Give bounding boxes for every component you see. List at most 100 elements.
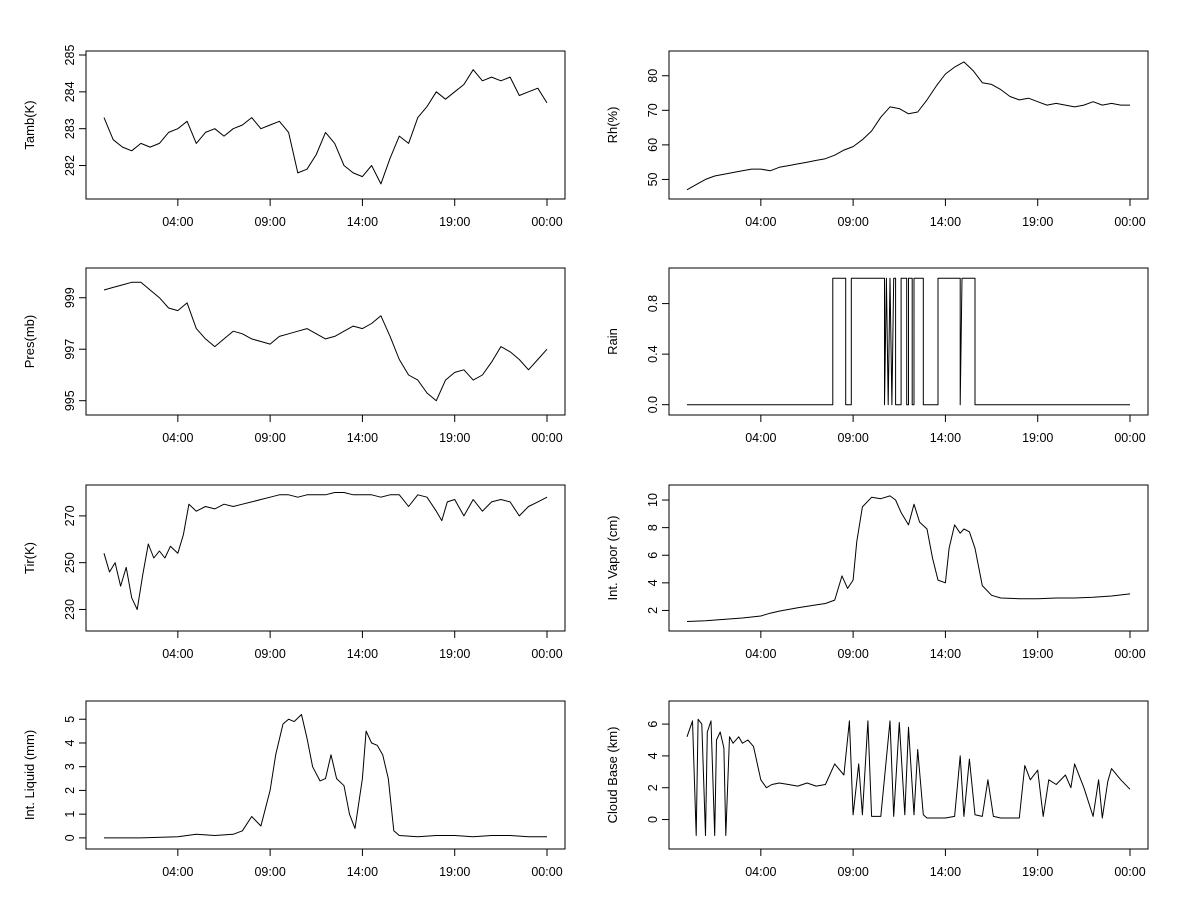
y-axis-title: Rh(%) <box>605 107 620 144</box>
x-tick-label: 14:00 <box>347 215 378 229</box>
x-tick-label: 19:00 <box>1022 647 1053 661</box>
x-tick-label: 14:00 <box>930 431 961 445</box>
y-tick-label: 2 <box>63 787 77 794</box>
x-tick-label: 14:00 <box>930 865 961 879</box>
x-tick-label: 04:00 <box>745 431 776 445</box>
y-tick-label: 0.0 <box>646 396 660 413</box>
x-tick-label: 19:00 <box>1022 865 1053 879</box>
x-tick-label: 00:00 <box>1114 647 1145 661</box>
plot-frame <box>668 484 1149 632</box>
y-tick-label: 282 <box>63 155 77 176</box>
y-tick-label: 270 <box>63 505 77 526</box>
x-tick-label: 04:00 <box>745 865 776 879</box>
y-axis-title: Tamb(K) <box>22 100 37 149</box>
x-tick-label: 09:00 <box>837 865 868 879</box>
x-tick-label: 19:00 <box>439 647 470 661</box>
series-line-tir <box>103 492 548 610</box>
y-tick-label: 3 <box>63 763 77 770</box>
y-tick-label: 4 <box>63 739 77 746</box>
y-axis-title: Int. Liquid (mm) <box>22 730 37 820</box>
y-tick-label: 60 <box>646 138 660 152</box>
y-axis-title: Cloud Base (km) <box>605 727 620 824</box>
plot-frame <box>85 484 566 632</box>
x-tick-label: 00:00 <box>1114 431 1145 445</box>
y-tick-label: 4 <box>646 579 660 586</box>
plot-frame <box>85 267 566 416</box>
x-tick-label: 09:00 <box>254 647 285 661</box>
y-tick-label: 285 <box>63 45 77 66</box>
y-tick-label: 999 <box>63 287 77 308</box>
x-tick-label: 19:00 <box>439 215 470 229</box>
x-tick-label: 14:00 <box>930 215 961 229</box>
y-tick-label: 2 <box>646 607 660 614</box>
x-tick-label: 00:00 <box>531 215 562 229</box>
series-line-tamb <box>103 69 548 185</box>
panel-rh: 04:00 09:00 14:00 19:00 00:00 50 60 70 80 Rh(%) <box>605 50 1149 229</box>
y-tick-label: 70 <box>646 103 660 117</box>
series-line-rh <box>686 61 1130 191</box>
plot-frame <box>668 700 1149 850</box>
y-tick-label: 0 <box>646 816 660 823</box>
x-tick-label: 00:00 <box>531 647 562 661</box>
y-tick-label: 80 <box>646 69 660 83</box>
x-tick-label: 00:00 <box>1114 215 1145 229</box>
y-tick-label: 0.4 <box>646 345 660 362</box>
panel-cloudbase: 04:00 09:00 14:00 19:00 00:00 0 2 4 6 Cloud Base … <box>605 700 1149 879</box>
x-tick-label: 04:00 <box>162 431 193 445</box>
y-tick-label: 1 <box>63 811 77 818</box>
y-tick-label: 10 <box>646 493 660 507</box>
x-tick-label: 09:00 <box>254 865 285 879</box>
y-tick-label: 997 <box>63 339 77 360</box>
y-tick-label: 250 <box>63 552 77 573</box>
y-tick-label: 995 <box>63 390 77 411</box>
y-tick-label: 2 <box>646 784 660 791</box>
y-tick-label: 8 <box>646 524 660 531</box>
panel-tamb: 04:00 09:00 14:00 19:00 00:00 282 283 284 285 Tam… <box>22 45 566 229</box>
x-tick-label: 04:00 <box>162 865 193 879</box>
x-tick-label: 14:00 <box>347 647 378 661</box>
y-axis-title: Pres(mb) <box>22 315 37 368</box>
x-tick-label: 04:00 <box>745 647 776 661</box>
y-tick-label: 230 <box>63 599 77 620</box>
x-tick-label: 19:00 <box>439 431 470 445</box>
series-line-intliquid <box>104 714 547 839</box>
x-tick-label: 00:00 <box>531 865 562 879</box>
x-tick-label: 09:00 <box>837 215 868 229</box>
y-tick-label: 0.8 <box>646 295 660 312</box>
x-tick-label: 14:00 <box>347 431 378 445</box>
x-tick-label: 19:00 <box>1022 431 1053 445</box>
x-tick-label: 19:00 <box>1022 215 1053 229</box>
y-axis-title: Int. Vapor (cm) <box>605 515 620 600</box>
x-tick-label: 04:00 <box>162 215 193 229</box>
x-tick-label: 19:00 <box>439 865 470 879</box>
x-tick-label: 09:00 <box>837 647 868 661</box>
y-tick-label: 284 <box>63 81 77 102</box>
series-line-cloudbase <box>686 718 1131 836</box>
panel-intvapor: 04:00 09:00 14:00 19:00 00:00 2 4 6 8 10 Int. Vapo… <box>605 484 1149 661</box>
x-tick-label: 14:00 <box>347 865 378 879</box>
panel-intliquid: 04:00 09:00 14:00 19:00 00:00 0 1 2 3 4 5 Int. Liqu… <box>22 700 566 879</box>
panel-rain: 04:00 09:00 14:00 19:00 00:00 0.0 0.4 0.8 Rain <box>605 267 1149 445</box>
series-line-rain <box>687 277 1130 406</box>
x-tick-label: 00:00 <box>531 431 562 445</box>
x-tick-label: 04:00 <box>745 215 776 229</box>
x-tick-label: 09:00 <box>254 431 285 445</box>
plot-frame <box>668 50 1149 200</box>
y-tick-label: 6 <box>646 721 660 728</box>
panel-pres: 04:00 09:00 14:00 19:00 00:00 995 997 999 Pres(m… <box>22 267 566 445</box>
y-tick-label: 6 <box>646 552 660 559</box>
y-axis-title: Rain <box>605 328 620 355</box>
y-tick-label: 4 <box>646 752 660 759</box>
x-tick-label: 14:00 <box>930 647 961 661</box>
plot-frame <box>85 700 566 850</box>
series-line-pres <box>103 281 548 402</box>
x-tick-label: 09:00 <box>837 431 868 445</box>
y-tick-label: 5 <box>63 716 77 723</box>
y-tick-label: 50 <box>646 172 660 186</box>
y-tick-label: 283 <box>63 118 77 139</box>
x-tick-label: 09:00 <box>254 215 285 229</box>
x-tick-label: 04:00 <box>162 647 193 661</box>
panel-tir: 04:00 09:00 14:00 19:00 00:00 230 250 270 Tir(K) <box>22 484 566 661</box>
series-line-intvapor <box>686 495 1131 622</box>
